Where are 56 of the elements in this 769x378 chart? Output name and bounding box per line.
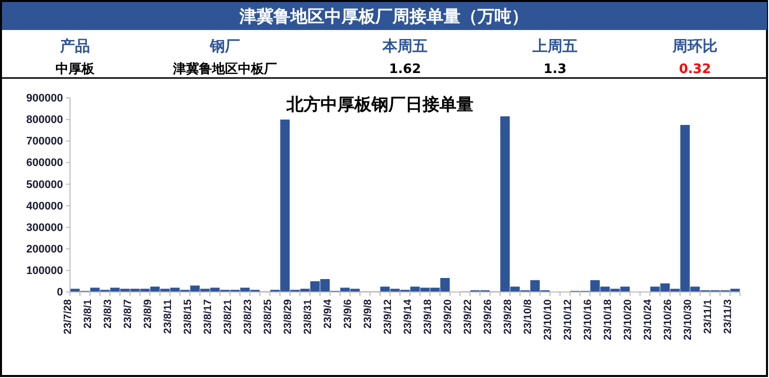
x-tick-label: 23/10/24 <box>642 299 654 340</box>
x-tick-label: 23/8/3 <box>102 299 114 328</box>
category-label: 钢厂 <box>209 37 240 55</box>
text: 津冀鲁地区中厚板厂周接单量（万吨） <box>238 7 528 27</box>
x-tick-label: 23/9/12 <box>382 299 394 334</box>
x-tick-label: 23/8/15 <box>182 299 194 334</box>
x-tick-label: 23/9/14 <box>402 299 414 334</box>
x-tick-label: 23/10/30 <box>682 299 694 340</box>
y-tick-label: 700000 <box>26 136 63 148</box>
x-tick-label: 23/8/29 <box>282 299 294 334</box>
x-tick-label: 23/8/31 <box>302 299 314 334</box>
x-tick-label: 23/10/18 <box>602 299 614 340</box>
y-tick-label: 100000 <box>26 264 63 277</box>
y-tick-label: 0 <box>56 286 63 299</box>
y-tick-label: 200000 <box>26 243 63 256</box>
x-tick-label: 23/8/25 <box>262 299 274 334</box>
y-tick-label: 400000 <box>26 200 63 212</box>
category-label: 本周五 <box>382 37 428 55</box>
x-tick-label: 23/8/9 <box>142 299 154 328</box>
x-tick-label: 23/8/11 <box>162 299 174 334</box>
text: 中厚板 <box>56 62 94 77</box>
y-tick-label: 600000 <box>26 157 63 170</box>
x-tick-label: 23/10/10 <box>542 299 554 340</box>
x-tick-label: 23/11/1 <box>702 299 714 334</box>
category-label: 周环比 <box>672 37 718 55</box>
x-tick-label: 23/9/6 <box>342 299 354 328</box>
text: 1.3 <box>543 62 567 77</box>
x-tick-label: 23/9/26 <box>482 299 494 334</box>
x-tick-label: 23/9/18 <box>422 299 434 334</box>
x-tick-label: 23/8/1 <box>82 299 94 328</box>
x-tick-label: 23/9/28 <box>502 299 514 334</box>
x-tick-label: 23/8/23 <box>242 299 254 334</box>
x-tick-label: 23/9/8 <box>362 299 374 328</box>
x-tick-label: 23/11/3 <box>722 299 734 334</box>
text: 1.62 <box>388 62 422 77</box>
x-tick-label: 23/10/16 <box>582 299 594 340</box>
x-tick-label: 23/8/7 <box>122 299 134 328</box>
x-tick-label: 23/8/17 <box>202 299 214 334</box>
text: 0.32 <box>678 62 712 77</box>
x-tick-label: 23/10/26 <box>662 299 674 340</box>
category-label: 上周五 <box>532 37 578 55</box>
y-tick-label: 500000 <box>26 178 63 191</box>
x-tick-label: 23/10/12 <box>562 299 574 340</box>
x-tick-label: 23/10/20 <box>622 299 634 340</box>
category-label: 产品 <box>59 37 90 55</box>
x-tick-label: 23/9/4 <box>322 299 334 328</box>
x-tick-label: 23/7/28 <box>62 299 74 334</box>
x-tick-label: 23/9/22 <box>462 299 474 334</box>
y-tick-label: 800000 <box>26 114 63 126</box>
x-tick-label: 23/9/20 <box>442 299 454 334</box>
y-tick-label: 900000 <box>26 92 63 105</box>
x-tick-label: 23/10/8 <box>522 299 534 334</box>
text: 津冀鲁地区中板厂 <box>173 62 277 77</box>
x-tick-label: 23/8/21 <box>222 299 234 334</box>
chart-title: 北方中厚板钢厂日接单量 <box>286 95 474 115</box>
y-tick-label: 300000 <box>26 222 63 234</box>
